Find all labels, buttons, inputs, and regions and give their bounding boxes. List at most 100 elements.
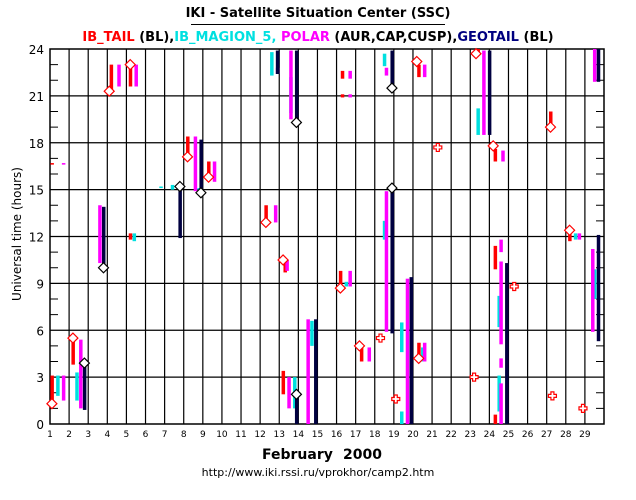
diamond-marker: [174, 180, 186, 193]
diamond-marker: [124, 58, 137, 71]
segment-geotail: [409, 277, 414, 424]
segment-polar: [306, 319, 310, 424]
segment-ib-magion-5: [400, 411, 404, 424]
cross-marker: [469, 372, 479, 382]
x-tick-label: 5: [124, 430, 130, 440]
segment-polar: [422, 64, 427, 78]
x-tick-label: 10: [216, 430, 228, 440]
plot-frame: [49, 48, 605, 425]
diamond-marker: [290, 116, 303, 129]
segment-ib-tail: [186, 136, 190, 157]
segment-polar: [384, 191, 389, 332]
segment-geotail: [390, 50, 394, 89]
segment-polar: [405, 278, 410, 424]
y-tick-label: 0: [36, 418, 44, 432]
segment-ib-tail: [417, 342, 421, 359]
diamond-marker: [181, 150, 194, 163]
x-tick-label: 4: [104, 430, 110, 440]
x-tick-label: 17: [350, 430, 361, 440]
cross-marker: [578, 403, 588, 413]
segment-geotail: [275, 50, 280, 74]
legend-geotail: GEOTAIL (BL): [457, 30, 554, 45]
cross-marker: [433, 142, 443, 153]
segment-geotail: [294, 394, 299, 424]
x-tick-label: 23: [465, 430, 476, 440]
segment-ib-magion-5: [573, 233, 578, 240]
segment-ib-magion-5: [132, 233, 137, 242]
segment-polar: [367, 347, 372, 362]
segment-ib-magion-5: [310, 320, 314, 346]
diamond-marker: [470, 47, 482, 60]
segment-polar: [499, 358, 503, 368]
segment-geotail: [314, 319, 318, 424]
x-tick-label: 6: [143, 430, 149, 440]
y-tick-label: 12: [29, 231, 44, 245]
segment-polar: [591, 249, 595, 332]
cross-marker: [547, 391, 558, 401]
y-axis-label: Universal time (hours): [10, 167, 24, 301]
diamond-marker: [97, 261, 110, 274]
segment-ib-magion-5: [159, 186, 163, 189]
y-tick-label: 21: [29, 90, 44, 104]
segment-polar: [577, 233, 582, 240]
x-tick-label: 29: [579, 430, 591, 440]
legend-polar: POLAR (AUR,CAP,CUSP),: [280, 30, 458, 45]
segment-ib-magion-5: [382, 53, 387, 67]
segment-polar: [482, 50, 486, 135]
segment-geotail: [390, 188, 394, 334]
segment-polar: [348, 94, 352, 98]
segment-geotail: [596, 234, 601, 342]
segment-geotail: [199, 139, 203, 193]
segment-ib-magion-5: [497, 295, 501, 328]
cross-marker: [375, 333, 386, 343]
segment-geotail: [178, 186, 182, 239]
x-tick-label: 7: [162, 430, 168, 440]
segment-ib-magion-5: [56, 375, 60, 396]
segment-ib-tail: [109, 64, 114, 92]
segment-polar: [134, 64, 138, 87]
segment-polar: [592, 49, 597, 82]
x-tick-label: 18: [369, 430, 381, 440]
x-tick-label: 12: [254, 430, 265, 440]
segment-ib-tail: [340, 70, 345, 79]
segment-ib-tail: [128, 64, 133, 87]
segment-polar: [501, 150, 505, 162]
segment-geotail: [596, 49, 601, 82]
title-underline: [191, 24, 445, 25]
x-tick-label: 25: [503, 430, 514, 440]
diamond-marker: [487, 140, 500, 152]
x-tick-label: 3: [85, 430, 91, 440]
segment-polar: [193, 136, 198, 192]
segment-ib-magion-5: [382, 220, 387, 240]
x-tick-label: 9: [200, 430, 206, 440]
source-url[interactable]: http://www.iki.rssi.ru/vprokhor/camp2.ht…: [201, 466, 435, 479]
x-tick-label: 16: [331, 430, 343, 440]
x-axis-year-label: 2000: [343, 447, 382, 463]
x-tick-label: 1: [47, 430, 53, 440]
y-tick-label: 24: [29, 43, 44, 57]
diamond-marker: [544, 121, 557, 133]
segment-ib-tail: [283, 259, 287, 273]
segment-polar: [98, 205, 102, 264]
chart-legend: IB_TAIL (BL),IB_MAGION_5, POLAR (AUR,CAP…: [0, 30, 636, 45]
segment-geotail: [505, 263, 509, 424]
segment-ib-tail: [207, 161, 211, 178]
y-tick-label: 3: [36, 371, 44, 385]
x-tick-label: 26: [522, 430, 534, 440]
diamond-marker: [67, 332, 79, 344]
segment-polar: [285, 259, 289, 271]
segment-polar: [79, 339, 83, 409]
segment-ib-magion-5: [592, 269, 597, 299]
segment-polar: [117, 64, 121, 87]
diamond-marker: [46, 397, 58, 410]
segment-ib-tail: [568, 231, 572, 242]
diamond-marker: [277, 254, 289, 266]
segment-geotail: [101, 206, 106, 268]
diamond-marker: [78, 357, 91, 369]
segment-polar: [273, 205, 278, 223]
diamond-marker: [290, 388, 303, 401]
cross-marker: [509, 281, 519, 292]
segment-ib-magion-5: [476, 108, 480, 135]
segment-ib-tail: [264, 205, 268, 223]
